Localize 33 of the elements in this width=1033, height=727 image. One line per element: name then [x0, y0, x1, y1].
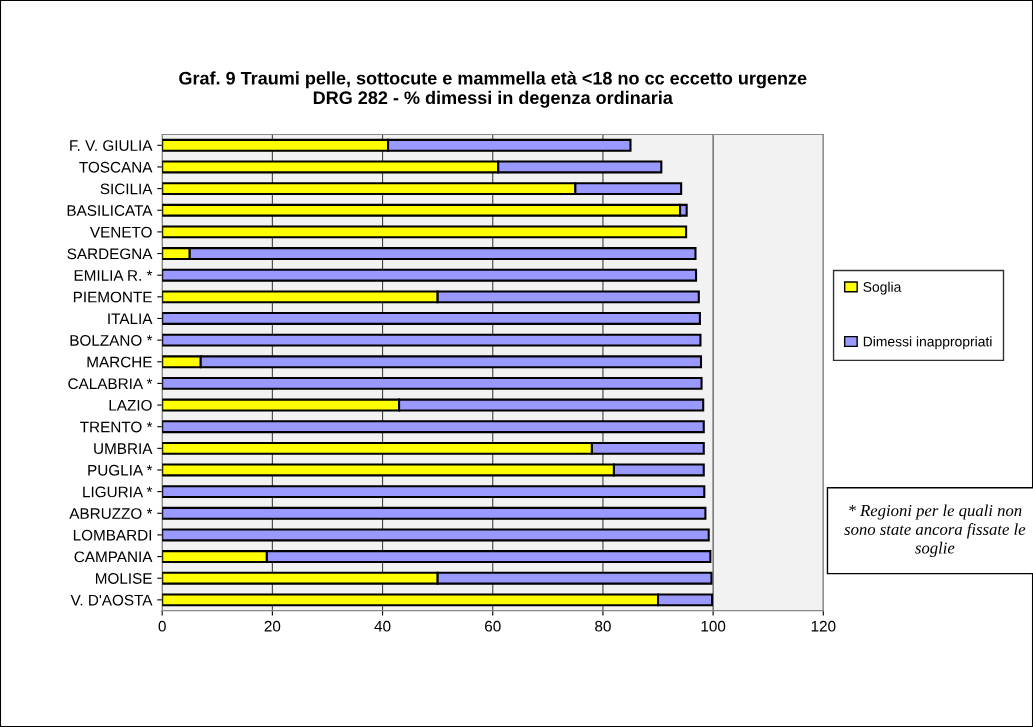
x-tick-label: 0 — [158, 620, 166, 632]
y-tick-label: ITALIA — [108, 313, 153, 325]
y-tick-label: MOLISE — [95, 573, 152, 584]
y-tick-label: BOLZANO * — [70, 334, 153, 346]
y-tick-label: MARCHE — [87, 356, 152, 368]
y-tick-label: LOMBARDI — [73, 529, 152, 541]
y-tick-label: F. V. GIULIA — [70, 140, 153, 151]
y-tick-label: BASILICATA — [67, 205, 153, 216]
y-tick-label: SICILIA — [100, 183, 153, 195]
y-tick-label: V. D'AOSTA — [70, 594, 153, 606]
text: * Regioni per le quali non sono state ancora fissate le soglie — [844, 504, 1026, 557]
x-tick-label: 40 — [374, 620, 391, 632]
y-tick-label: LAZIO — [109, 399, 152, 411]
y-tick-label: LIGURIA * — [83, 486, 153, 498]
legend-label: Soglia — [863, 281, 902, 295]
y-tick-label: PUGLIA * — [88, 464, 153, 476]
x-tick-label: 80 — [595, 620, 611, 632]
y-tick-label: UMBRIA — [94, 443, 153, 455]
x-tick-label: 120 — [811, 620, 836, 632]
x-tick-label: 20 — [264, 620, 281, 632]
y-tick-label: CAMPANIA — [74, 551, 153, 563]
x-tick-label: 60 — [485, 620, 501, 632]
y-tick-label: TRENTO * — [80, 421, 153, 433]
y-tick-label: SARDEGNA — [67, 248, 153, 260]
x-tick-label: 100 — [701, 620, 726, 632]
y-tick-label: TOSCANA — [79, 161, 153, 173]
y-tick-label: ABRUZZO * — [69, 508, 153, 519]
chart-title: Graf. 9 Traumi pelle, sottocute e mammella età <18 no cc eccetto urgenze DRG 282 - % dimessi in degenza ordinaria — [179, 71, 807, 108]
y-tick-label: CALABRIA * — [68, 378, 153, 390]
legend-label: Dimessi inappropriati — [863, 336, 992, 350]
y-tick-label: PIEMONTE — [73, 291, 152, 303]
y-tick-label: VENETO — [89, 226, 152, 238]
y-tick-label: EMILIA R. * — [74, 270, 153, 281]
